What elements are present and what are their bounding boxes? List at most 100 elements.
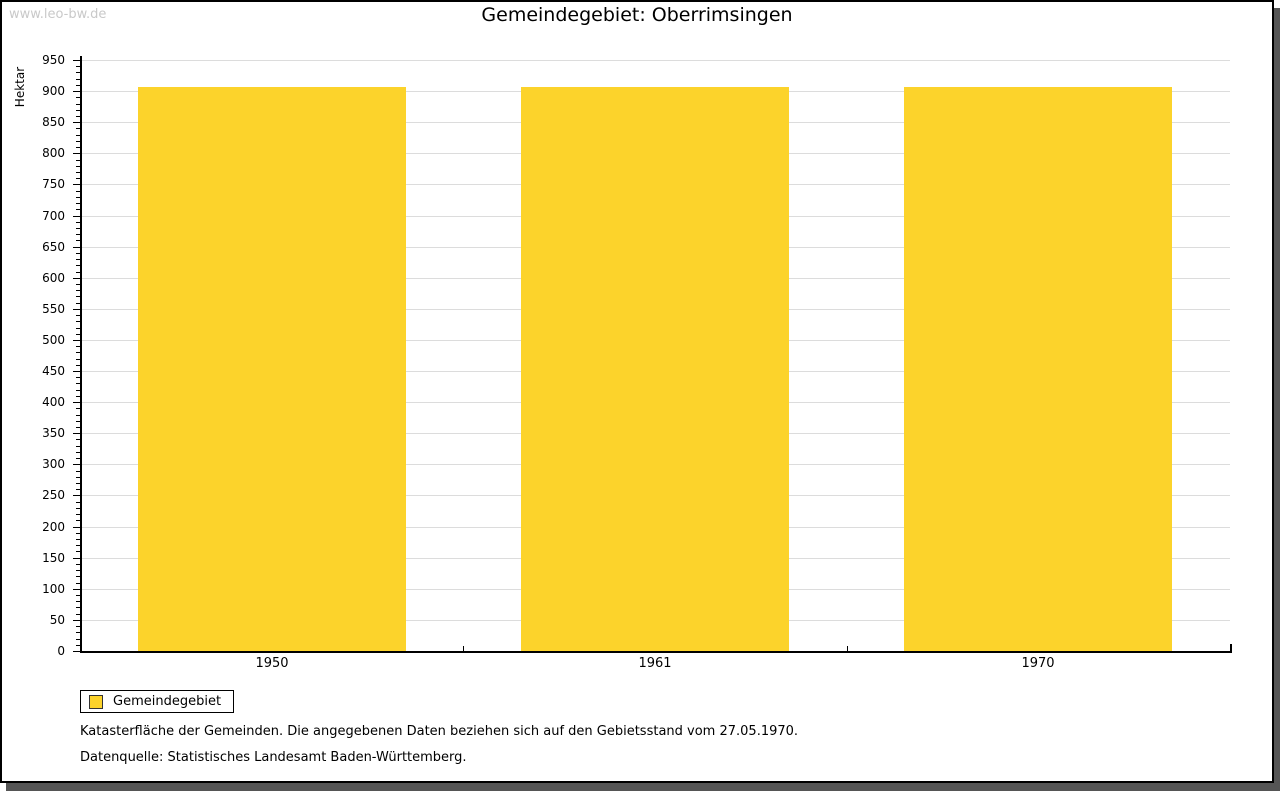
- y-minor-tick-180: [76, 539, 80, 540]
- y-minor-tick-370: [76, 421, 80, 422]
- y-minor-tick-320: [76, 452, 80, 453]
- y-minor-tick-630: [76, 259, 80, 260]
- watermark: www.leo-bw.de: [9, 7, 107, 22]
- y-major-tick-0: [73, 651, 80, 652]
- y-minor-tick-340: [76, 439, 80, 440]
- y-minor-tick-80: [76, 601, 80, 602]
- y-minor-tick-160: [76, 551, 80, 552]
- y-minor-tick-820: [76, 141, 80, 142]
- y-tick-label-150: 150: [42, 551, 65, 565]
- y-minor-tick-780: [76, 166, 80, 167]
- y-major-tick-50: [73, 620, 80, 621]
- y-minor-tick-520: [76, 328, 80, 329]
- y-minor-tick-460: [76, 365, 80, 366]
- y-minor-tick-110: [76, 583, 80, 584]
- y-minor-tick-830: [76, 135, 80, 136]
- legend-swatch-icon: [89, 694, 103, 709]
- x-tick-label-1950: 1950: [255, 656, 289, 671]
- legend: Gemeindegebiet: [80, 690, 235, 713]
- y-minor-tick-590: [76, 284, 80, 285]
- y-minor-tick-560: [76, 303, 80, 304]
- y-major-tick-300: [73, 464, 80, 465]
- gridline-950: [82, 60, 1230, 61]
- y-major-tick-850: [73, 122, 80, 123]
- y-minor-tick-810: [76, 147, 80, 148]
- y-minor-tick-690: [76, 222, 80, 223]
- y-minor-tick-680: [76, 228, 80, 229]
- y-minor-tick-540: [76, 315, 80, 316]
- y-minor-tick-510: [76, 334, 80, 335]
- y-minor-tick-580: [76, 290, 80, 291]
- y-tick-label-450: 450: [42, 364, 65, 378]
- y-minor-tick-20: [76, 639, 80, 640]
- y-minor-tick-270: [76, 483, 80, 484]
- y-minor-tick-210: [76, 520, 80, 521]
- y-minor-tick-330: [76, 446, 80, 447]
- y-minor-tick-910: [76, 85, 80, 86]
- y-tick-label-800: 800: [42, 146, 65, 160]
- y-major-tick-400: [73, 402, 80, 403]
- legend-label: Gemeindegebiet: [113, 694, 222, 709]
- y-major-tick-100: [73, 589, 80, 590]
- y-minor-tick-10: [76, 645, 80, 646]
- y-minor-tick-470: [76, 359, 80, 360]
- x-boundary-tick-2: [847, 646, 848, 651]
- y-minor-tick-790: [76, 160, 80, 161]
- y-minor-tick-930: [76, 72, 80, 73]
- y-tick-label-900: 900: [42, 84, 65, 98]
- y-tick-label-550: 550: [42, 302, 65, 316]
- y-minor-tick-530: [76, 321, 80, 322]
- chart-title: Gemeindegebiet: Oberrimsingen: [481, 4, 793, 26]
- y-minor-tick-760: [76, 178, 80, 179]
- x-axis-end-tick: [1230, 644, 1232, 653]
- y-tick-label-200: 200: [42, 520, 65, 534]
- y-minor-tick-310: [76, 458, 80, 459]
- y-minor-tick-670: [76, 234, 80, 235]
- y-minor-tick-770: [76, 172, 80, 173]
- y-minor-tick-140: [76, 564, 80, 565]
- x-tick-label-1961: 1961: [638, 656, 672, 671]
- x-axis-line: [80, 651, 1232, 653]
- y-minor-tick-660: [76, 240, 80, 241]
- y-minor-tick-730: [76, 197, 80, 198]
- y-major-tick-500: [73, 340, 80, 341]
- y-minor-tick-390: [76, 408, 80, 409]
- y-minor-tick-720: [76, 203, 80, 204]
- y-major-tick-650: [73, 247, 80, 248]
- y-minor-tick-130: [76, 570, 80, 571]
- x-tick-label-1970: 1970: [1021, 656, 1055, 671]
- y-minor-tick-260: [76, 489, 80, 490]
- y-tick-label-700: 700: [42, 209, 65, 223]
- y-minor-tick-890: [76, 97, 80, 98]
- y-tick-label-650: 650: [42, 240, 65, 254]
- y-minor-tick-940: [76, 66, 80, 67]
- y-major-tick-450: [73, 371, 80, 372]
- y-minor-tick-410: [76, 396, 80, 397]
- y-major-tick-750: [73, 184, 80, 185]
- y-minor-tick-190: [76, 533, 80, 534]
- footnote-data-source: Datenquelle: Statistisches Landesamt Bad…: [80, 750, 467, 765]
- y-minor-tick-360: [76, 427, 80, 428]
- y-tick-label-350: 350: [42, 426, 65, 440]
- y-minor-tick-120: [76, 576, 80, 577]
- y-minor-tick-640: [76, 253, 80, 254]
- y-minor-tick-920: [76, 79, 80, 80]
- y-minor-tick-620: [76, 265, 80, 266]
- y-tick-label-850: 850: [42, 115, 65, 129]
- y-tick-label-600: 600: [42, 271, 65, 285]
- y-minor-tick-610: [76, 272, 80, 273]
- y-major-tick-800: [73, 153, 80, 154]
- bar-1961: [521, 87, 789, 651]
- y-minor-tick-380: [76, 415, 80, 416]
- plot-area: 0 50 100 150 200 250 300 350 400 450 500 550 600 650 7…: [2, 2, 1272, 781]
- y-tick-label-300: 300: [42, 457, 65, 471]
- y-minor-tick-710: [76, 209, 80, 210]
- y-minor-tick-740: [76, 191, 80, 192]
- y-tick-label-100: 100: [42, 582, 65, 596]
- y-minor-tick-40: [76, 626, 80, 627]
- y-major-tick-250: [73, 495, 80, 496]
- y-tick-label-50: 50: [49, 613, 65, 627]
- y-tick-label-500: 500: [42, 333, 65, 347]
- y-major-tick-900: [73, 91, 80, 92]
